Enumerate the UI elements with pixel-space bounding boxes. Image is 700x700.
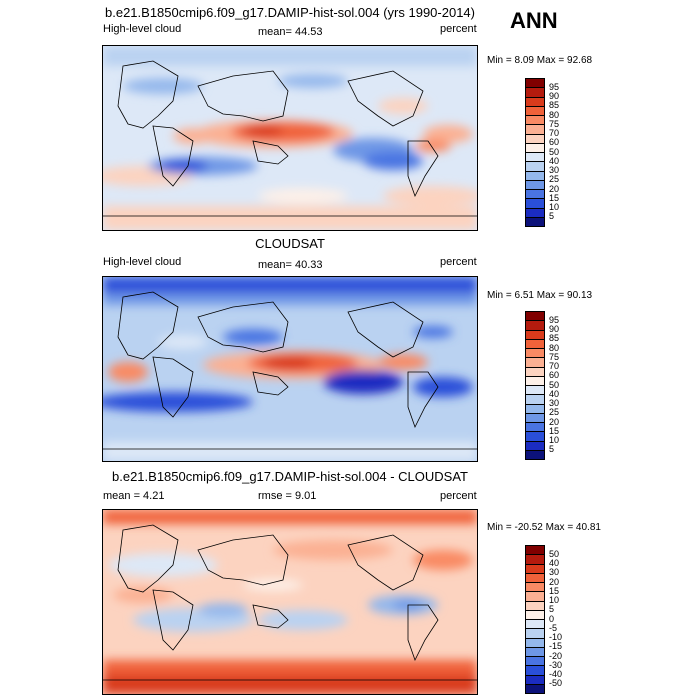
colorbar-swatch xyxy=(525,216,545,227)
panel-2-map xyxy=(102,276,478,462)
colorbar-tick-label: -50 xyxy=(549,678,563,689)
colorbar-tick-label: 80 xyxy=(549,342,560,353)
colorbar-tick-label: -5 xyxy=(549,622,558,633)
colorbar-tick-label: 10 xyxy=(549,595,560,605)
colorbar-tick-label: 75 xyxy=(549,118,560,129)
colorbar-tick-label: 90 xyxy=(549,324,560,334)
colorbar-tick-label: 20 xyxy=(549,416,560,427)
colorbar-tick-label: 50 xyxy=(549,548,560,559)
colorbar-tick-label: 20 xyxy=(549,576,560,587)
colorbar-tick-label: 70 xyxy=(549,361,560,371)
colorbar-tick-label: -30 xyxy=(549,659,563,670)
colorbar-tick-label: 40 xyxy=(549,155,560,166)
colorbar-tick-label: 5 xyxy=(549,444,555,455)
colorbar-tick-label: 95 xyxy=(549,81,560,92)
colorbar-tick-label: 85 xyxy=(549,333,560,344)
colorbar-tick-label: 75 xyxy=(549,351,560,362)
panel-1-mean-label: mean= 44.53 xyxy=(258,26,323,38)
colorbar-tick-label: 50 xyxy=(549,379,560,390)
colorbar-tick-label: 15 xyxy=(549,585,560,596)
panel-2-mean-label: mean= 40.33 xyxy=(258,259,323,271)
colorbar-tick-label: 15 xyxy=(549,192,560,203)
colorbar-tick-label: 40 xyxy=(549,558,560,568)
colorbar-tick-label: 70 xyxy=(549,128,560,138)
panel-1-variable-label: High-level cloud xyxy=(103,23,182,35)
colorbar-swatch xyxy=(525,449,545,460)
panel-2-title: CLOUDSAT xyxy=(255,236,325,251)
colorbar-tick-label: 0 xyxy=(549,613,555,624)
panel-3-colorbar xyxy=(525,545,545,694)
panel-1-colorbar xyxy=(525,78,545,227)
panel-3-units-label: percent xyxy=(440,490,477,502)
panel-1-minmax-label: Min = 8.09 Max = 92.68 xyxy=(487,55,593,66)
colorbar-tick-label: 20 xyxy=(549,183,560,194)
colorbar-tick-label: 60 xyxy=(549,137,560,148)
season-label: ANN xyxy=(510,8,558,33)
colorbar-tick-label: 25 xyxy=(549,174,560,185)
colorbar-swatch xyxy=(525,683,545,694)
colorbar-tick-label: -20 xyxy=(549,650,563,661)
colorbar-tick-label: 15 xyxy=(549,425,560,436)
colorbar-tick-label: 30 xyxy=(549,567,560,578)
colorbar-tick-label: 40 xyxy=(549,388,560,399)
colorbar-tick-label: 10 xyxy=(549,435,560,445)
panel-3-minmax-label: Min = -20.52 Max = 40.81 xyxy=(487,522,601,533)
panel-2-variable-label: High-level cloud xyxy=(103,256,182,268)
colorbar-tick-label: 60 xyxy=(549,370,560,381)
colorbar-tick-label: 25 xyxy=(549,407,560,418)
panel-3-mean-label: mean = 4.21 xyxy=(103,490,165,502)
panel-3-rmse-label: rmse = 9.01 xyxy=(258,490,317,502)
colorbar-tick-label: 90 xyxy=(549,91,560,101)
colorbar-tick-label: 95 xyxy=(549,314,560,325)
colorbar-tick-label: 10 xyxy=(549,202,560,212)
panel-1-title: b.e21.B1850cmip6.f09_g17.DAMIP-hist-sol.… xyxy=(105,5,475,20)
panel-3-title: b.e21.B1850cmip6.f09_g17.DAMIP-hist-sol.… xyxy=(112,469,468,484)
panel-1-units-label: percent xyxy=(440,23,477,35)
colorbar-tick-label: 85 xyxy=(549,100,560,111)
colorbar-tick-label: 5 xyxy=(549,211,555,222)
colorbar-tick-label: 50 xyxy=(549,146,560,157)
colorbar-tick-label: 30 xyxy=(549,398,560,408)
colorbar-tick-label: -40 xyxy=(549,669,563,679)
panel-2-units-label: percent xyxy=(440,256,477,268)
panel-2-minmax-label: Min = 6.51 Max = 90.13 xyxy=(487,290,593,301)
colorbar-tick-label: 5 xyxy=(549,604,555,615)
colorbar-tick-label: -10 xyxy=(549,632,563,642)
colorbar-tick-label: -15 xyxy=(549,641,563,652)
colorbar-tick-label: 30 xyxy=(549,165,560,175)
panel-3-map xyxy=(102,509,478,695)
colorbar-tick-label: 80 xyxy=(549,109,560,120)
panel-2-colorbar xyxy=(525,311,545,460)
panel-1-map xyxy=(102,45,478,231)
